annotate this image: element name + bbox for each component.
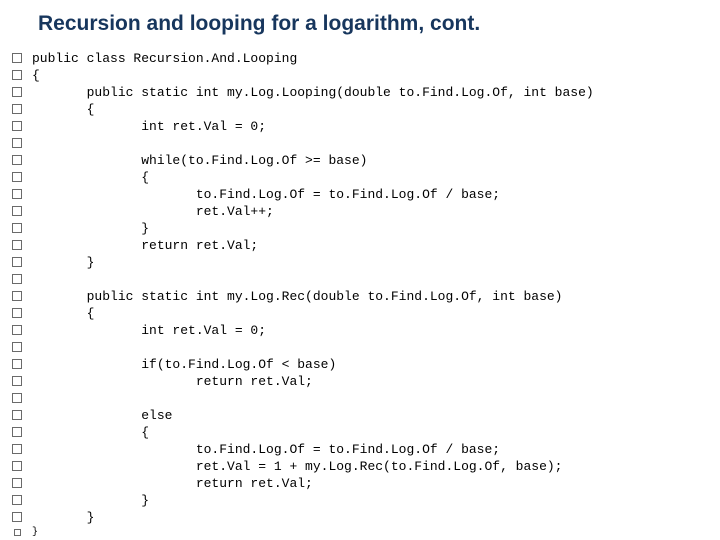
code-line: ret.Val = 1 + my.Log.Rec(to.Find.Log.Of,… xyxy=(12,458,720,475)
code-line: ret.Val++; xyxy=(12,203,720,220)
code-line: return ret.Val; xyxy=(12,237,720,254)
code-line: public static int my.Log.Rec(double to.F… xyxy=(12,288,720,305)
square-bullet-icon xyxy=(12,189,22,199)
square-bullet-icon xyxy=(12,206,22,216)
square-bullet-icon xyxy=(12,342,22,352)
code-text: public static int my.Log.Rec(double to.F… xyxy=(32,288,563,305)
code-text: return ret.Val; xyxy=(32,373,313,390)
code-text: { xyxy=(32,424,149,441)
code-line: { xyxy=(12,305,720,322)
square-bullet-icon xyxy=(12,410,22,420)
code-text: return ret.Val; xyxy=(32,475,313,492)
code-line: } xyxy=(12,526,720,540)
code-line: public static int my.Log.Looping(double … xyxy=(12,84,720,101)
code-line: { xyxy=(12,169,720,186)
code-text: ret.Val++; xyxy=(32,203,274,220)
square-bullet-icon xyxy=(12,461,22,471)
square-bullet-icon xyxy=(12,495,22,505)
code-line: to.Find.Log.Of = to.Find.Log.Of / base; xyxy=(12,441,720,458)
square-bullet-icon xyxy=(12,121,22,131)
square-bullet-icon xyxy=(12,376,22,386)
square-bullet-icon xyxy=(12,104,22,114)
code-line: } xyxy=(12,220,720,237)
square-bullet-icon xyxy=(12,172,22,182)
code-line xyxy=(12,390,720,407)
square-bullet-icon xyxy=(12,478,22,488)
code-text: to.Find.Log.Of = to.Find.Log.Of / base; xyxy=(32,441,500,458)
square-bullet-icon xyxy=(12,512,22,522)
square-bullet-icon xyxy=(12,87,22,97)
code-line xyxy=(12,271,720,288)
square-bullet-icon xyxy=(12,444,22,454)
code-line: { xyxy=(12,67,720,84)
square-bullet-icon xyxy=(12,70,22,80)
square-bullet-icon xyxy=(12,393,22,403)
code-text: { xyxy=(32,67,40,84)
code-text: while(to.Find.Log.Of >= base) xyxy=(32,152,367,169)
code-line: int ret.Val = 0; xyxy=(12,118,720,135)
square-bullet-icon xyxy=(12,155,22,165)
code-line: int ret.Val = 0; xyxy=(12,322,720,339)
code-text: { xyxy=(32,101,94,118)
square-bullet-icon xyxy=(14,529,21,536)
code-line: { xyxy=(12,101,720,118)
square-bullet-icon xyxy=(12,308,22,318)
code-line: } xyxy=(12,492,720,509)
square-bullet-icon xyxy=(12,291,22,301)
code-line: if(to.Find.Log.Of < base) xyxy=(12,356,720,373)
code-line: while(to.Find.Log.Of >= base) xyxy=(12,152,720,169)
code-line: } xyxy=(12,254,720,271)
square-bullet-icon xyxy=(12,240,22,250)
code-line xyxy=(12,135,720,152)
square-bullet-icon xyxy=(12,359,22,369)
code-text: int ret.Val = 0; xyxy=(32,118,266,135)
code-text: int ret.Val = 0; xyxy=(32,322,266,339)
square-bullet-icon xyxy=(12,257,22,267)
square-bullet-icon xyxy=(12,53,22,63)
code-block: public class Recursion.And.Looping{ publ… xyxy=(0,50,720,540)
code-line: to.Find.Log.Of = to.Find.Log.Of / base; xyxy=(12,186,720,203)
code-text: public class Recursion.And.Looping xyxy=(32,50,297,67)
code-text: } xyxy=(32,509,94,526)
slide-title: Recursion and looping for a logarithm, c… xyxy=(0,12,720,36)
code-line: return ret.Val; xyxy=(12,373,720,390)
code-line: return ret.Val; xyxy=(12,475,720,492)
square-bullet-icon xyxy=(12,274,22,284)
square-bullet-icon xyxy=(12,138,22,148)
code-line xyxy=(12,339,720,356)
code-text: { xyxy=(32,305,94,322)
code-line: { xyxy=(12,424,720,441)
code-text: { xyxy=(32,169,149,186)
code-line: public class Recursion.And.Looping xyxy=(12,50,720,67)
code-text: } xyxy=(32,220,149,237)
code-line: } xyxy=(12,509,720,526)
code-text: } xyxy=(32,526,38,540)
code-text: if(to.Find.Log.Of < base) xyxy=(32,356,336,373)
code-text: else xyxy=(32,407,172,424)
code-text: return ret.Val; xyxy=(32,237,258,254)
code-text: to.Find.Log.Of = to.Find.Log.Of / base; xyxy=(32,186,500,203)
code-text: public static int my.Log.Looping(double … xyxy=(32,84,594,101)
square-bullet-icon xyxy=(12,325,22,335)
code-text: } xyxy=(32,492,149,509)
square-bullet-icon xyxy=(12,427,22,437)
code-text: } xyxy=(32,254,94,271)
code-text: ret.Val = 1 + my.Log.Rec(to.Find.Log.Of,… xyxy=(32,458,563,475)
slide: Recursion and looping for a logarithm, c… xyxy=(0,0,720,540)
square-bullet-icon xyxy=(12,223,22,233)
code-line: else xyxy=(12,407,720,424)
